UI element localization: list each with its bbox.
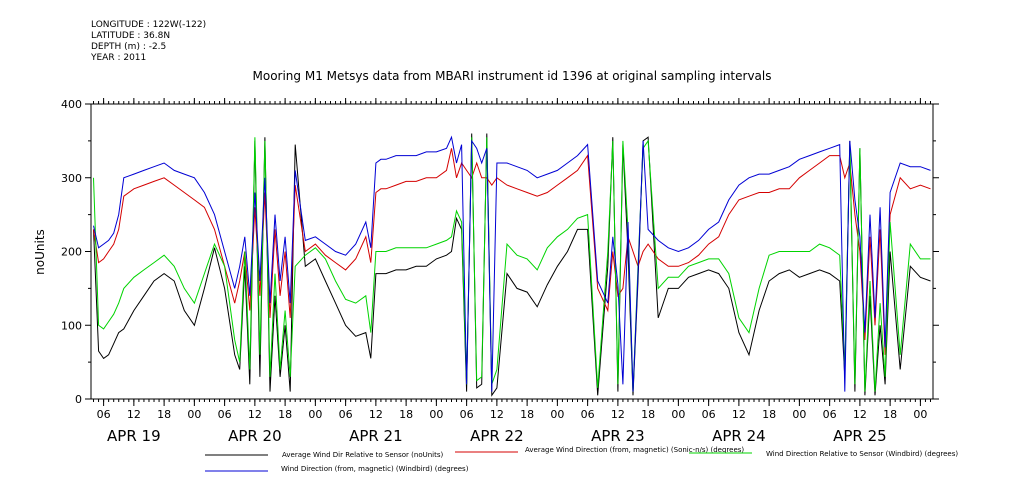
x-tick-label: 18: [399, 408, 413, 421]
legend-entry: Average Wind Dir Relative to Sensor (noU…: [205, 451, 443, 459]
x-tick-label: 06: [823, 408, 837, 421]
legend: Average Wind Dir Relative to Sensor (noU…: [205, 446, 958, 473]
x-tick-label: 12: [369, 408, 383, 421]
x-tick-label: 00: [308, 408, 322, 421]
legend-label: Wind Direction (from, magnetic) (Windbir…: [281, 465, 469, 473]
x-tick-label: 18: [641, 408, 655, 421]
x-day-label: APR 23: [591, 427, 645, 445]
x-tick-label: 06: [97, 408, 111, 421]
x-tick-label: 06: [218, 408, 232, 421]
legend-label: Wind Direction Relative to Sensor (Windb…: [766, 450, 958, 458]
x-tick-label: 18: [157, 408, 171, 421]
x-tick-label: 12: [248, 408, 262, 421]
series-line-2: [93, 148, 931, 355]
legend-entry: Wind Direction (from, magnetic) (Windbir…: [205, 465, 469, 473]
series-line-3: [93, 137, 931, 392]
x-tick-label: 12: [611, 408, 625, 421]
x-tick-label: 00: [550, 408, 564, 421]
year-label: YEAR : 2011: [91, 53, 147, 63]
x-day-label: APR 25: [833, 427, 887, 445]
x-day-label: APR 20: [228, 427, 282, 445]
chart-title: Mooring M1 Metsys data from MBARI instru…: [253, 69, 772, 83]
y-tick-label: 100: [61, 319, 82, 332]
depth-label: DEPTH (m) : -2.5: [91, 42, 167, 52]
x-tick-label: 00: [792, 408, 806, 421]
metadata-block: LONGITUDE : 122W(-122) LATITUDE : 36.8N …: [91, 20, 206, 64]
x-tick-label: 18: [762, 408, 776, 421]
axes-layer: 0 100 200 300 400 06 12 18 00 06 12 18 00 06 12 18 00 06 1…: [61, 98, 939, 445]
x-tick-label: 00: [671, 408, 685, 421]
legend-label: Average Wind Direction (from, magnetic) …: [525, 446, 744, 454]
x-day-label: APR 24: [712, 427, 766, 445]
legend-label: Average Wind Dir Relative to Sensor (noU…: [282, 451, 443, 459]
y-tick-label: 300: [61, 172, 82, 185]
x-tick-label: 12: [853, 408, 867, 421]
x-tick-label: 18: [278, 408, 292, 421]
y-tick-label: 200: [61, 246, 82, 259]
x-tick-label: 18: [883, 408, 897, 421]
x-tick-label: 06: [581, 408, 595, 421]
latitude-label: LATITUDE : 36.8N: [91, 31, 171, 41]
longitude-label: LONGITUDE : 122W(-122): [91, 20, 207, 30]
legend-entry: Wind Direction Relative to Sensor (Windb…: [689, 450, 958, 458]
series-layer: [93, 133, 931, 397]
y-tick-label: 400: [61, 98, 82, 111]
x-tick-label: 00: [187, 408, 201, 421]
x-tick-label: 06: [460, 408, 474, 421]
y-axis-label: noUnits: [33, 229, 47, 275]
x-day-label: APR 21: [349, 427, 403, 445]
x-tick-label: 12: [127, 408, 141, 421]
x-tick-label: 00: [429, 408, 443, 421]
x-tick-label: 12: [490, 408, 504, 421]
x-tick-label: 06: [702, 408, 716, 421]
x-day-label: APR 19: [107, 427, 161, 445]
y-tick-label: 0: [75, 393, 82, 406]
x-tick-label: 12: [732, 408, 746, 421]
series-line-1: [93, 133, 931, 397]
legend-entry: Average Wind Direction (from, magnetic) …: [455, 446, 744, 454]
x-tick-label: 00: [913, 408, 927, 421]
x-tick-label: 18: [520, 408, 534, 421]
series-line-4: [93, 135, 931, 392]
x-tick-label: 06: [339, 408, 353, 421]
x-day-label: APR 22: [470, 427, 524, 445]
